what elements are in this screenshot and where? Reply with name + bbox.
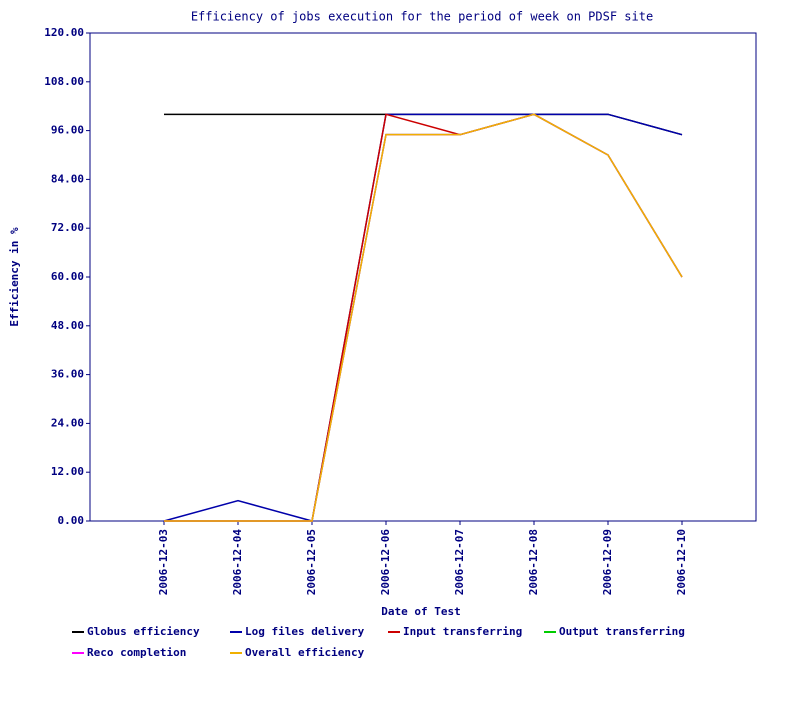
x-tick-label: 2006-12-05 [305, 529, 318, 595]
x-tick-label: 2006-12-09 [601, 529, 614, 595]
y-tick-label: 72.00 [51, 221, 84, 234]
series-line [164, 113, 683, 522]
y-tick-label: 48.00 [51, 319, 84, 332]
series-line [164, 113, 683, 522]
y-tick-label: 12.00 [51, 465, 84, 478]
series-line [164, 113, 683, 522]
chart-title: Efficiency of jobs execution for the per… [191, 10, 653, 24]
legend-label: Output transferring [559, 625, 685, 638]
y-tick-label: 84.00 [51, 172, 84, 185]
y-tick-label: 60.00 [51, 270, 84, 283]
x-tick-label: 2006-12-07 [453, 529, 466, 595]
x-tick-label: 2006-12-06 [379, 529, 392, 596]
y-tick-label: 36.00 [51, 368, 84, 381]
x-axis-label: Date of Test [381, 605, 460, 618]
y-tick-label: 120.00 [44, 26, 84, 39]
plot-frame [89, 32, 757, 522]
legend-label: Overall efficiency [245, 646, 365, 659]
x-tick-label: 2006-12-10 [675, 529, 688, 595]
y-tick-label: 108.00 [44, 75, 84, 88]
x-tick-label: 2006-12-04 [231, 529, 244, 596]
legend-label: Log files delivery [245, 625, 365, 638]
series-line [164, 113, 683, 522]
x-tick-label: 2006-12-03 [157, 529, 170, 595]
series-line [163, 113, 683, 522]
y-tick-label: 24.00 [51, 416, 84, 429]
y-axis-label: Efficiency in % [8, 227, 21, 327]
x-tick-label: 2006-12-08 [527, 529, 540, 595]
legend-label: Input transferring [403, 625, 522, 638]
y-tick-label: 0.00 [58, 514, 85, 527]
legend-label: Globus efficiency [87, 625, 200, 638]
legend-label: Reco completion [87, 646, 186, 659]
y-tick-label: 96.00 [51, 124, 84, 137]
